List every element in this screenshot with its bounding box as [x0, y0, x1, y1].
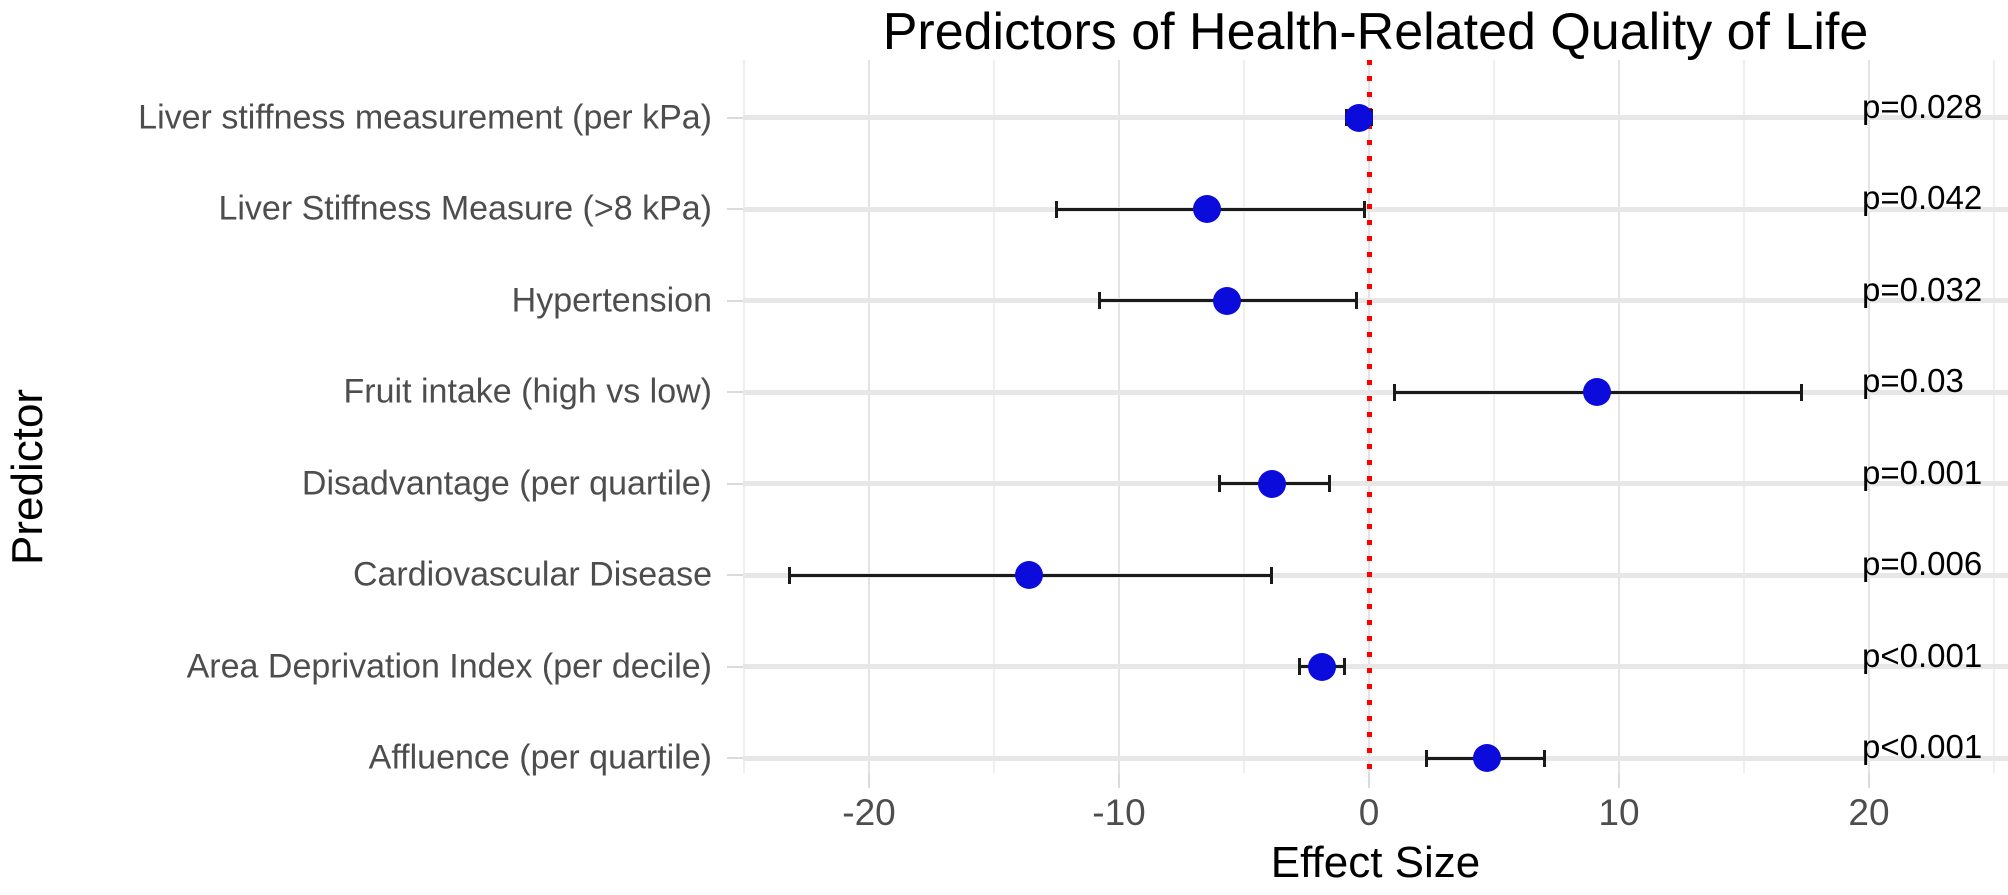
y-tick-mark — [727, 299, 743, 302]
x-tick-label: -10 — [1092, 792, 1146, 833]
y-axis-label: Liver Stiffness Measure (>8 kPa) — [218, 189, 712, 228]
row-gridline — [743, 572, 2008, 578]
x-tick-mark — [868, 773, 870, 788]
error-bar-cap-high — [1342, 658, 1346, 675]
y-axis-label: Cardiovascular Disease — [352, 555, 712, 594]
y-axis-label: Disadvantage (per quartile) — [301, 464, 712, 502]
row-gridline — [743, 664, 2008, 669]
p-value-label: p=0.03 — [1862, 362, 1964, 399]
gridline-minor — [1493, 60, 1495, 773]
x-tick-mark — [1368, 773, 1370, 788]
gridline-minor — [1243, 60, 1245, 773]
p-value-label: p=0.042 — [1862, 179, 1983, 216]
x-tick-label: 10 — [1598, 792, 1640, 833]
p-value-label: p=0.006 — [1862, 545, 1983, 582]
point-marker — [1257, 469, 1286, 498]
y-axis-label: Area Deprivation Index (per decile) — [186, 647, 712, 685]
gridline-major — [1618, 60, 1620, 773]
y-tick-mark — [727, 757, 743, 759]
gridline-major — [1118, 60, 1120, 773]
row-gridline — [743, 389, 2008, 395]
error-bar-cap-high — [1800, 383, 1803, 401]
y-axis-label: Affluence (per quartile) — [368, 738, 712, 777]
error-bar-cap-low — [1055, 200, 1058, 218]
row-gridline — [743, 755, 2008, 761]
y-tick-mark — [727, 574, 743, 576]
error-bar-cap-high — [1362, 200, 1366, 218]
p-value-label: p<0.001 — [1862, 728, 1983, 765]
y-axis-label: Fruit intake (high vs low) — [343, 372, 712, 411]
point-marker — [1212, 286, 1241, 315]
point-marker — [1345, 103, 1373, 132]
p-value-label: p=0.032 — [1862, 270, 1983, 308]
p-value-label: p=0.028 — [1862, 87, 1983, 125]
y-tick-mark — [727, 391, 743, 393]
error-bar-cap-high — [1327, 475, 1331, 492]
error-bar-cap-low — [1297, 658, 1301, 675]
error-bar-cap-high — [1355, 292, 1358, 309]
p-value-label: p=0.001 — [1862, 453, 1983, 491]
y-axis-label: Liver stiffness measurement (per kPa) — [138, 98, 712, 136]
point-marker — [1192, 195, 1221, 223]
error-bar-cap-high — [1542, 749, 1546, 767]
gridline-minor — [743, 60, 745, 773]
x-tick-label: 0 — [1358, 792, 1380, 833]
y-tick-mark — [727, 482, 743, 485]
point-marker — [1582, 378, 1611, 406]
y-axis-label: Hypertension — [511, 281, 712, 319]
x-tick-mark — [1868, 773, 1870, 788]
point-marker — [1472, 744, 1501, 772]
row-gridline — [743, 206, 2008, 212]
gridline-minor — [1743, 60, 1745, 773]
gridline-major — [868, 60, 870, 773]
y-tick-mark — [727, 208, 743, 210]
error-bar-cap-low — [1425, 749, 1428, 767]
zero-reference-line — [1366, 60, 1372, 773]
plot-panel — [743, 60, 2008, 773]
x-tick-mark — [1618, 773, 1620, 788]
error-bar-cap-low — [1217, 475, 1221, 492]
y-tick-mark — [727, 116, 743, 119]
error-bar-cap-low — [787, 566, 791, 584]
p-value-label: p<0.001 — [1862, 636, 1983, 674]
y-tick-mark — [727, 665, 743, 668]
error-bar-cap-low — [1097, 292, 1101, 309]
gridline-major — [1868, 60, 1870, 773]
row-gridline — [743, 298, 2008, 303]
x-tick-mark — [1118, 773, 1120, 788]
error-bar-cap-low — [1392, 383, 1396, 401]
row-gridline — [743, 115, 2008, 120]
row-gridline — [743, 481, 2008, 486]
error-bar-cap-high — [1270, 566, 1273, 584]
point-marker — [1015, 561, 1043, 589]
gridline-minor — [993, 60, 995, 773]
x-tick-label: 20 — [1848, 792, 1890, 833]
x-tick-label: -20 — [842, 792, 896, 833]
x-axis-title: Effect Size — [1270, 838, 1481, 887]
chart-title: Predictors of Health-Related Quality of … — [882, 3, 1869, 61]
point-marker — [1307, 652, 1336, 681]
gridline-minor — [1993, 60, 1995, 773]
